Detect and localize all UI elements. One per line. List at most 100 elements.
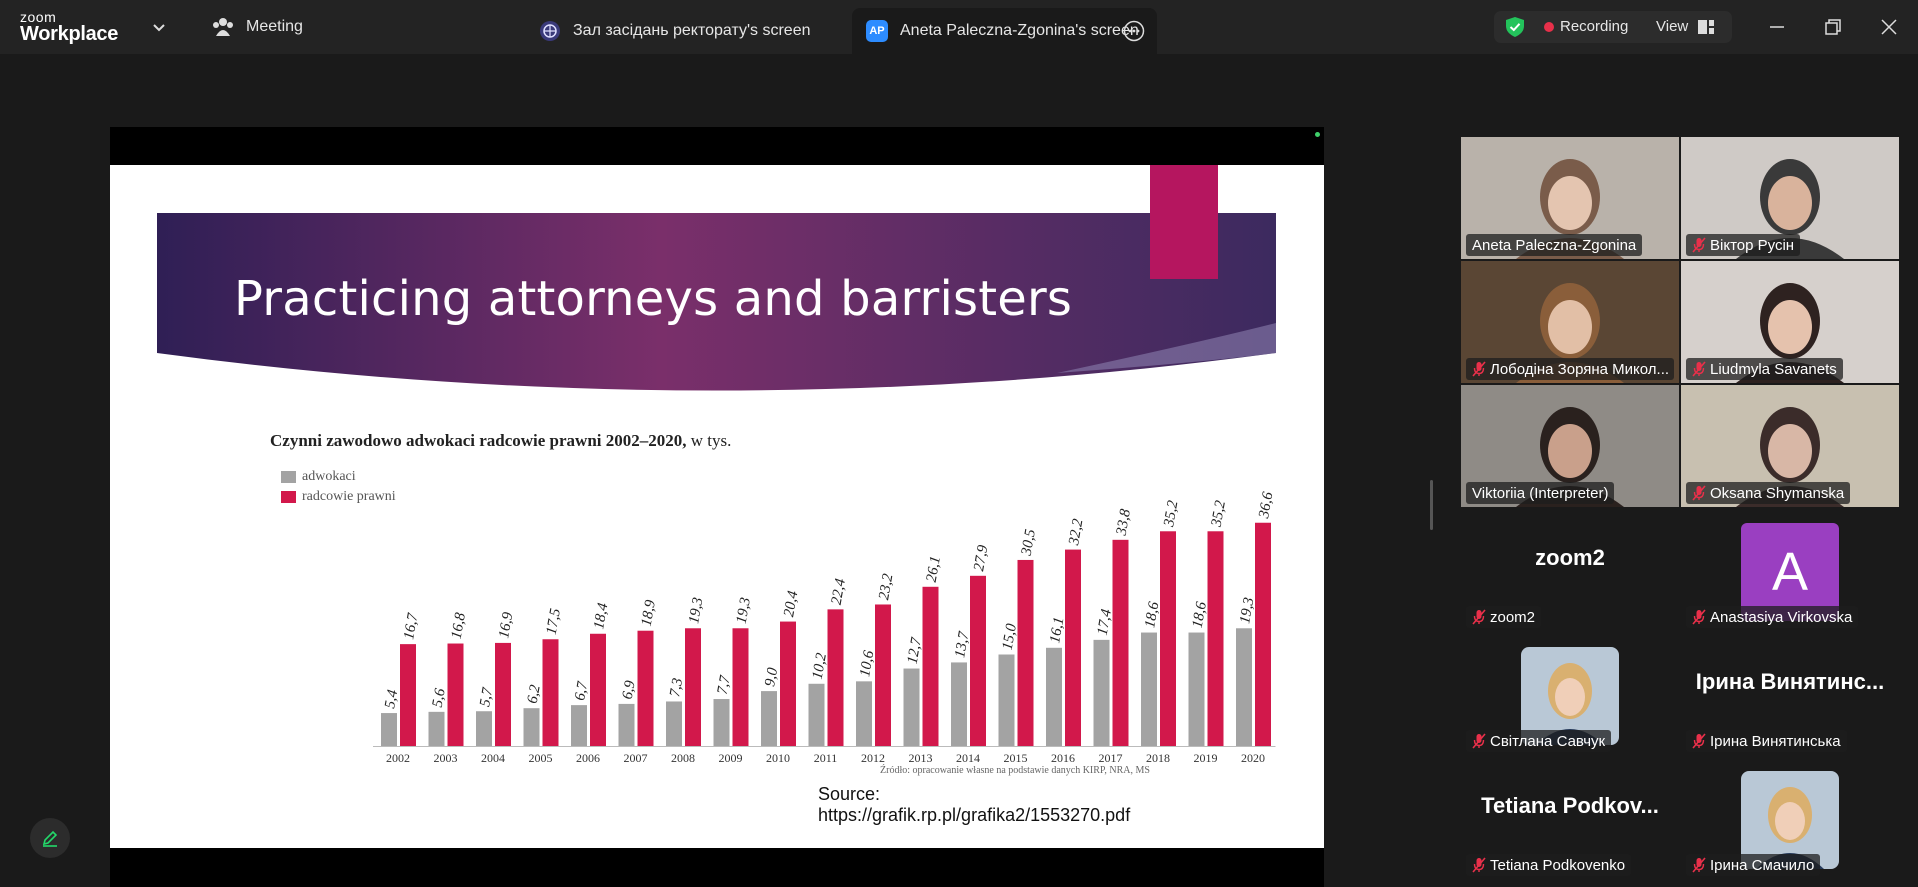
more-options-icon[interactable]	[1123, 20, 1145, 42]
participant-display-name: Tetiana Podkov...	[1481, 793, 1659, 818]
participant-tile[interactable]: Лободіна Зоряна Микол...	[1461, 261, 1679, 383]
bar-radcowie	[922, 586, 939, 746]
x-tick-label: 2008	[671, 751, 695, 765]
annotate-button[interactable]	[30, 818, 70, 858]
bar-radcowie	[685, 628, 701, 746]
data-label: 7,7	[715, 673, 734, 696]
tab-meeting-label: Meeting	[246, 18, 303, 35]
muted-mic-icon	[1692, 857, 1706, 873]
pencil-icon	[42, 830, 58, 847]
data-label: 6,9	[620, 679, 639, 701]
x-tick-label: 2002	[386, 751, 410, 765]
room-logo-icon	[540, 21, 560, 41]
muted-mic-icon	[1692, 609, 1706, 625]
participant-tile[interactable]: Ірина Смачило	[1681, 757, 1899, 879]
bar-chart: 5,4 16,7 2002 5,6 16,8 2003 5,7 16,9 2004 6,2 17,5…	[373, 490, 1277, 765]
x-tick-label: 2004	[481, 751, 505, 765]
participant-name-label: Світлана Савчук	[1466, 730, 1612, 752]
x-tick-label: 2009	[719, 751, 743, 765]
participant-name-label: zoom2	[1466, 606, 1542, 628]
data-label: 9,0	[762, 666, 781, 688]
participant-name-label: Ірина Винятинська	[1686, 730, 1847, 752]
bar-radcowie	[495, 642, 511, 746]
x-tick-label: 2017	[1099, 751, 1123, 765]
data-label: 16,7	[401, 611, 422, 641]
legend-label: radcowie prawni	[302, 489, 396, 504]
minimize-icon[interactable]	[1762, 12, 1792, 42]
bar-radcowie	[1017, 559, 1034, 746]
bar-radcowie	[1255, 522, 1271, 746]
legend-item-radcowie: radcowie prawni	[281, 487, 396, 507]
participant-name-label: Віктор Русін	[1686, 234, 1801, 256]
data-label: 15,0	[1000, 622, 1020, 651]
bar-radcowie	[1160, 531, 1176, 746]
data-label: 18,6	[1190, 600, 1210, 629]
bar-radcowie	[1065, 549, 1081, 746]
bar-radcowie	[400, 644, 416, 746]
data-label: 5,4	[382, 688, 401, 710]
participant-tile[interactable]: Aneta Paleczna-Zgonina	[1461, 137, 1679, 259]
participant-tile[interactable]: A Anastasiya Virkovska	[1681, 509, 1899, 631]
data-label: 19,3	[1237, 596, 1257, 625]
participant-name: Лободіна Зоряна Микол...	[1490, 360, 1670, 378]
participant-name-label: Viktoriia (Interpreter)	[1466, 482, 1615, 504]
legend-swatch	[281, 491, 296, 503]
muted-mic-icon	[1692, 361, 1706, 377]
restore-icon[interactable]	[1818, 12, 1848, 42]
muted-mic-icon	[1472, 609, 1486, 625]
participant-video	[1681, 137, 1899, 259]
x-tick-label: 2012	[861, 751, 885, 765]
data-label: 6,7	[572, 679, 591, 702]
data-label: 27,9	[971, 543, 991, 572]
participant-tile[interactable]: Oksana Shymanska	[1681, 385, 1899, 507]
tab1-label: Зал засідань ректорату's screen	[573, 22, 811, 39]
participant-name: Ірина Винятинська	[1710, 732, 1841, 750]
participant-tile[interactable]: zoom2 zoom2	[1461, 509, 1679, 631]
x-tick-label: 2003	[434, 751, 458, 765]
participant-tile[interactable]: Viktoriia (Interpreter)	[1461, 385, 1679, 507]
bar-adwokaci	[713, 699, 730, 746]
chevron-down-icon[interactable]	[150, 18, 168, 36]
bar-adwokaci	[618, 703, 635, 746]
tab-meeting[interactable]: Meeting	[212, 14, 303, 40]
data-label: 18,6	[1142, 600, 1162, 629]
bar-radcowie	[590, 633, 606, 746]
grid-view-icon[interactable]	[1698, 20, 1714, 34]
chart-legend: adwokaci radcowie prawni	[281, 467, 396, 507]
x-tick-label: 2010	[766, 751, 790, 765]
shield-icon[interactable]	[1504, 16, 1526, 38]
close-icon[interactable]	[1874, 12, 1904, 42]
slide-title: Practicing attorneys and barristers	[234, 271, 1073, 327]
participant-tile[interactable]: Ірина Винятинс... Ірина Винятинська	[1681, 633, 1899, 755]
data-label: 10,2	[810, 651, 830, 680]
data-label: 16,8	[449, 611, 469, 640]
x-tick-label: 2007	[624, 751, 648, 765]
muted-mic-icon	[1692, 237, 1706, 253]
data-label: 36,6	[1256, 490, 1277, 520]
recording-label[interactable]: Recording	[1560, 18, 1629, 35]
participant-name-label: Tetiana Podkovenko	[1466, 854, 1632, 876]
tab-share-screen-1[interactable]: Зал засідань ректорату's screen	[525, 8, 835, 54]
participant-name: Ірина Смачило	[1710, 856, 1815, 874]
gallery-scrollbar[interactable]	[1430, 480, 1433, 530]
data-label: 12,7	[905, 635, 926, 665]
data-label: 6,2	[525, 683, 544, 705]
tab2-avatar: AP	[866, 20, 888, 42]
data-label: 17,5	[544, 607, 564, 636]
participant-tile[interactable]: Liudmyla Savanets	[1681, 261, 1899, 383]
participant-name-label: Oksana Shymanska	[1686, 482, 1851, 504]
source-url: https://grafik.rp.pl/grafika2/1553270.pd…	[818, 805, 1131, 825]
bar-radcowie	[970, 575, 986, 746]
x-tick-label: 2020	[1241, 751, 1265, 765]
data-label: 10,6	[857, 649, 877, 678]
participant-tile[interactable]: Tetiana Podkov... Tetiana Podkovenko	[1461, 757, 1679, 879]
x-tick-label: 2014	[956, 751, 980, 765]
x-tick-label: 2006	[576, 751, 600, 765]
tab-share-screen-2[interactable]: AP Aneta Paleczna-Zgonina's screen	[852, 8, 1157, 54]
legend-label: adwokaci	[302, 469, 356, 484]
participant-tile[interactable]: Світлана Савчук	[1461, 633, 1679, 755]
brand-big: Workplace	[20, 23, 119, 45]
participant-tile[interactable]: Віктор Русін	[1681, 137, 1899, 259]
participant-name: Viktoriia (Interpreter)	[1472, 484, 1609, 502]
view-button[interactable]: View	[1656, 18, 1689, 35]
